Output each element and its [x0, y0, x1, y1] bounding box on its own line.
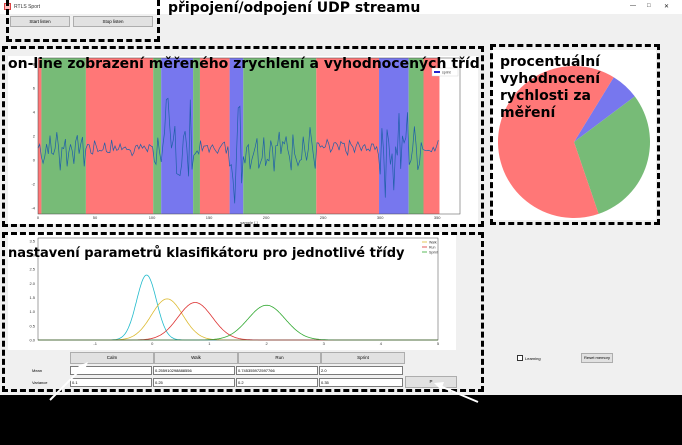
minimize-icon[interactable]: — — [630, 3, 636, 9]
mean-walk-input[interactable] — [153, 366, 235, 375]
class-band-11 — [408, 58, 424, 214]
class-header-sprint[interactable]: Sprint — [321, 352, 405, 364]
signal-xtick-5: 250 — [320, 215, 327, 220]
signal-xtick-4: 200 — [263, 215, 270, 220]
gaussian-xtick-3: 2 — [265, 341, 268, 346]
signal-dashed-box — [2, 46, 484, 227]
signal-legend-box — [431, 67, 459, 77]
pie-annotation: procentuální vyhodnocení rychlosti za mě… — [500, 54, 600, 122]
class-band-3 — [153, 58, 162, 214]
gaussian-ytick-1: 3.0 — [29, 253, 35, 258]
signal-xtick-3: 150 — [206, 215, 213, 220]
class-header-run[interactable]: Run — [238, 352, 321, 364]
window-title: RTLS Sport — [14, 4, 41, 10]
gaussian-axes-frame — [37, 237, 439, 341]
mean-sprint-input[interactable] — [319, 366, 403, 375]
pie-annotation-line-1: procentuální — [500, 54, 600, 70]
start-listen-button[interactable]: Start listen — [10, 16, 70, 27]
class-band-2 — [85, 58, 154, 214]
signal-ytick-1: 6 — [33, 86, 36, 91]
stop-listen-button[interactable]: Stop listen — [73, 16, 153, 27]
variance-run-input[interactable] — [236, 378, 318, 387]
gaussian-ytick-5: 1.0 — [29, 309, 35, 314]
gaussian-legend-label-2: Sprint — [429, 251, 438, 255]
signal-xtick-7: 350 — [434, 215, 441, 220]
signal-ytick-4: 0 — [33, 158, 36, 163]
pie-slice-walk — [574, 96, 650, 214]
gaussian-chart: -1 0 1 2 3 4 5 3.5 3.0 2.5 2.0 1.5 1.0 0.5 0.0 WalkRunS… — [29, 237, 440, 346]
pie-slice-calm — [574, 77, 635, 142]
gaussian-ytick-4: 1.5 — [29, 295, 35, 300]
class-band-1 — [41, 58, 86, 214]
signal-xtick-1: 50 — [93, 215, 98, 220]
signal-xtick-0: 0 — [37, 215, 40, 220]
udp-dashed-box — [6, 0, 160, 42]
class-band-7 — [229, 58, 244, 214]
udp-annotation: připojení/odpojení UDP streamu — [168, 0, 421, 16]
signal-ytick-5: -2 — [31, 182, 35, 187]
class-band-5 — [193, 58, 200, 214]
acceleration-trace — [37, 97, 439, 204]
signal-chart: 0 50 100 150 200 250 300 350 8 6 4 2 0 -2 -4 sample [-]… — [31, 57, 461, 225]
gaussian-legend-label-1: Run — [429, 246, 435, 250]
gaussian-ytick-3: 2.0 — [29, 281, 35, 286]
class-band-12 — [423, 58, 440, 214]
signal-ytick-6: -4 — [31, 206, 35, 211]
signal-xlabel: sample [-] — [240, 220, 258, 224]
class-band-9 — [316, 58, 380, 214]
signal-legend-swatch — [434, 71, 440, 73]
gaussian-ytick-0: 3.5 — [29, 238, 35, 243]
gaussian-xtick-6: 5 — [437, 341, 440, 346]
gaussian-legend-label-0: Walk — [429, 241, 437, 245]
signal-xtick-2: 100 — [149, 215, 156, 220]
signal-ytick-2: 4 — [33, 110, 36, 115]
gaussian-xtick-1: 0 — [151, 341, 154, 346]
maximize-icon[interactable]: □ — [647, 3, 651, 9]
variance-label: Variance — [32, 380, 48, 385]
class-header-calm[interactable]: Calm — [70, 352, 154, 364]
params-annotation: nastavení parametrů klasifikátoru pro je… — [8, 246, 405, 261]
pie-annotation-line-2: vyhodnocení — [500, 71, 601, 87]
learning-label: Learning — [525, 356, 541, 361]
gaussian-xtick-4: 3 — [323, 341, 326, 346]
pie-annotation-line-4: měření — [500, 105, 556, 121]
mean-run-input[interactable] — [236, 366, 318, 375]
gaussian-xtick-2: 1 — [208, 341, 211, 346]
signal-ytick-3: 2 — [33, 134, 36, 139]
class-header-walk[interactable]: Walk — [154, 352, 238, 364]
pie-chart-panel — [492, 50, 656, 220]
signal-xtick-6: 300 — [377, 215, 384, 220]
reset-memory-button[interactable]: Reset memory — [581, 353, 613, 363]
signal-ytick-0: 8 — [33, 62, 36, 67]
class-band-4 — [161, 58, 194, 214]
signal-chart-panel: 0 50 100 150 200 250 300 350 8 6 4 2 0 -2 -4 sample [-]… — [8, 56, 478, 225]
pie-dashed-box — [490, 44, 660, 225]
gaussian-ytick-2: 2.5 — [29, 267, 35, 272]
signal-legend-label: sprint — [442, 71, 451, 75]
gaussian-chart-panel: -1 0 1 2 3 4 5 3.5 3.0 2.5 2.0 1.5 1.0 0.5 0.0 Walk Run S… — [8, 232, 456, 350]
gaussian-xtick-0: -1 — [93, 341, 97, 346]
app-window: RTLS Sport — □ ✕ Start listen Stop liste… — [0, 0, 682, 395]
variance-sprint-input[interactable] — [319, 378, 403, 387]
gaussian-ytick-6: 0.5 — [29, 323, 35, 328]
learning-checkbox[interactable] — [517, 355, 523, 361]
class-band-0 — [38, 58, 42, 214]
signal-axes-frame — [37, 57, 461, 215]
params-dashed-box — [2, 232, 484, 392]
gaussian-xtick-5: 4 — [380, 341, 383, 346]
pie-chart — [498, 65, 650, 218]
mean-label: Mean — [32, 368, 43, 373]
close-icon[interactable]: ✕ — [664, 4, 670, 10]
save-params-button[interactable]: P — [405, 376, 457, 388]
pie-annotation-line-3: rychlosti za — [500, 88, 592, 104]
gaussian-ytick-7: 0.0 — [29, 338, 35, 343]
variance-walk-input[interactable] — [153, 378, 235, 387]
pie-slice-run — [498, 65, 614, 218]
class-band-6 — [199, 58, 230, 214]
online-annotation: on-line zobrazení měřeného zrychlení a v… — [8, 56, 480, 72]
